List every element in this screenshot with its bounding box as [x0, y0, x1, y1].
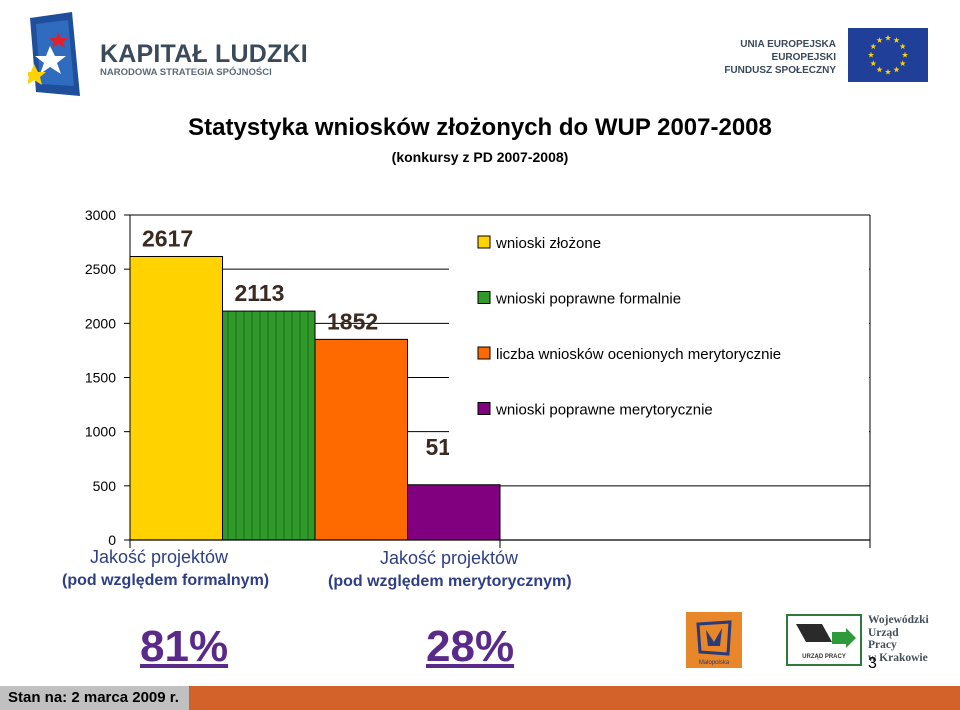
- eu-star-icon: [893, 37, 900, 43]
- legend-swatch: [477, 402, 491, 415]
- eu-star-icon: [899, 43, 906, 50]
- eu-star-icon: [893, 66, 900, 73]
- legend-box: [449, 216, 869, 483]
- wup-logo-icon: URZĄD PRACY: [786, 614, 862, 666]
- y-tick-label: 3000: [85, 207, 116, 223]
- chart-legend: wnioski złożone wnioski poprawne formalni…: [449, 216, 869, 483]
- eu-star-icon: [876, 37, 883, 43]
- y-tick-label: 1500: [85, 370, 116, 386]
- wup-line-4: w Krakowie: [868, 651, 928, 664]
- legend-swatch: [477, 346, 491, 360]
- eu-star-icon: [870, 43, 877, 50]
- chart-bars: [129, 255, 501, 541]
- status-date-value: 2 marca 2009 r.: [71, 689, 179, 706]
- bar-4: [407, 484, 501, 541]
- eu-flag-icon: [848, 28, 928, 82]
- bar-value-label: 2617: [142, 225, 193, 251]
- y-tick-label: 0: [108, 532, 116, 548]
- bar-2: [222, 310, 316, 541]
- chart-title: Statystyka wniosków złożonych do WUP 200…: [188, 114, 772, 141]
- eu-line-3: FUNDUSZ SPOŁECZNY: [724, 65, 836, 76]
- wup-line-3: Pracy: [868, 639, 897, 651]
- eu-star-icon: [867, 51, 875, 58]
- y-tick-label: 2000: [85, 315, 116, 331]
- legend-label: wnioski poprawne merytorycznie: [495, 402, 713, 419]
- status-label: Stan na:: [8, 689, 68, 706]
- formal-quality-title: Jakość projektów: [90, 547, 229, 567]
- eu-star-icon: [901, 51, 909, 58]
- wup-logo-caption: URZĄD PRACY: [802, 654, 846, 660]
- eu-line-2: EUROPEJSKI: [771, 52, 836, 63]
- kapital-ludzki-emblem-icon: [28, 12, 80, 96]
- substantive-quality-percent: 28%: [426, 622, 515, 671]
- eu-star-icon: [899, 60, 906, 67]
- y-tick-label: 1000: [85, 424, 116, 440]
- chart-subtitle: (konkursy z PD 2007-2008): [391, 149, 569, 165]
- formal-quality-subtitle: (pod względem formalnym): [62, 572, 270, 589]
- bar-value-label: 1852: [327, 308, 378, 334]
- bar-value-label: 2113: [235, 280, 285, 306]
- page-number: 3: [868, 655, 877, 672]
- substantive-quality-subtitle: (pod względem merytorycznym): [328, 573, 572, 590]
- eu-star-icon: [870, 60, 877, 67]
- wup-line-2: Urząd: [868, 626, 899, 639]
- status-date: Stan na: 2 marca 2009 r.: [0, 686, 189, 710]
- eu-star-icon: [876, 66, 883, 73]
- legend-swatch: [477, 235, 491, 249]
- chart-axes: 0 500 1000 1500 2000 2500 3000: [85, 207, 870, 548]
- substantive-quality-title: Jakość projektów: [380, 548, 519, 568]
- y-tick-label: 500: [93, 478, 117, 494]
- legend-swatch: [477, 291, 491, 304]
- bar-3: [314, 338, 408, 541]
- wup-name: Wojewódzki Urząd Pracy w Krakowie: [868, 614, 929, 664]
- eu-line-1: UNIA EUROPEJSKA: [740, 39, 836, 50]
- eu-caption: UNIA EUROPEJSKA EUROPEJSKI FUNDUSZ SPOŁE…: [690, 38, 836, 77]
- legend-label: wnioski złożone: [495, 235, 601, 252]
- malopolska-caption: Małopolska: [699, 660, 730, 666]
- eu-star-icon: [884, 68, 892, 75]
- kapital-ludzki-title: KAPITAŁ LUDZKI: [100, 40, 308, 68]
- legend-label: wnioski poprawne formalnie: [495, 291, 681, 308]
- malopolska-logo-icon: Małopolska: [686, 612, 742, 668]
- bar-1: [129, 255, 223, 541]
- legend-label: liczba wniosków ocenionych merytorycznie: [496, 346, 781, 363]
- eu-star-icon: [884, 34, 892, 41]
- formal-quality-percent: 81%: [140, 622, 229, 671]
- wup-line-1: Wojewódzki: [868, 614, 929, 626]
- kapital-ludzki-subtitle: NARODOWA STRATEGIA SPÓJNOŚCI: [100, 67, 272, 78]
- y-tick-label: 2500: [85, 261, 116, 277]
